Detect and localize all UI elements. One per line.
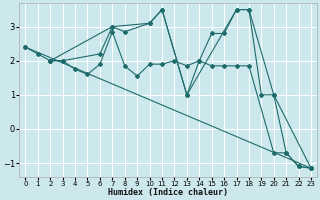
- X-axis label: Humidex (Indice chaleur): Humidex (Indice chaleur): [108, 188, 228, 197]
